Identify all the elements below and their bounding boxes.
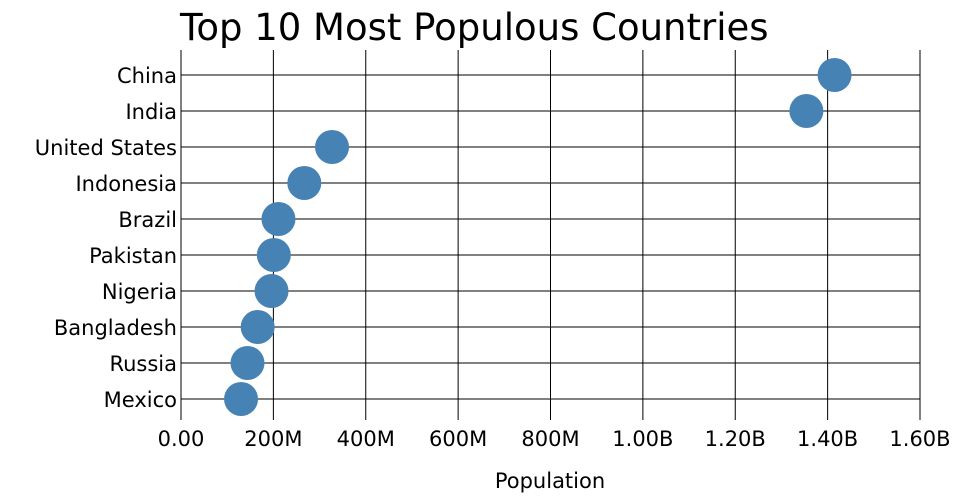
y-tick-label: Bangladesh [54, 316, 177, 340]
y-tick-label: United States [35, 136, 177, 160]
chart-title: Top 10 Most Populous Countries [179, 6, 769, 49]
x-tick-label: 800M [521, 427, 579, 451]
y-tick-label: Pakistan [89, 244, 177, 268]
y-tick-label: Indonesia [75, 172, 177, 196]
x-tick-label: 1.60B [889, 427, 950, 451]
y-tick-label: Mexico [104, 388, 177, 412]
y-axis-tick-labels: China India United States Indonesia Brazil Pa… [35, 64, 177, 412]
x-tick-label: 400M [337, 427, 395, 451]
x-tick-label: 0.00 [158, 427, 205, 451]
grid-layer [180, 50, 921, 420]
data-point [256, 238, 291, 272]
data-point [789, 94, 824, 128]
data-point [224, 382, 259, 416]
data-points [224, 58, 852, 416]
x-tick-label: 1.20B [705, 427, 766, 451]
x-tick-label: 200M [244, 427, 302, 451]
data-point [240, 310, 275, 344]
x-axis-label: Population [495, 469, 605, 493]
data-point [261, 202, 296, 236]
x-tick-label: 1.00B [612, 427, 673, 451]
y-tick-label: China [117, 64, 177, 88]
y-tick-label: Russia [109, 352, 177, 376]
y-tick-label: India [125, 100, 177, 124]
y-tick-label: Brazil [118, 208, 177, 232]
data-point [817, 58, 852, 92]
data-point [254, 274, 289, 308]
data-point [230, 346, 265, 380]
x-axis-tick-labels: 0.00 200M 400M 600M 800M 1.00B 1.20B 1.40B 1.60B [158, 427, 951, 451]
data-point [315, 130, 350, 164]
x-tick-label: 1.40B [797, 427, 858, 451]
x-tick-label: 600M [429, 427, 487, 451]
y-tick-label: Nigeria [102, 280, 177, 304]
data-point [287, 166, 322, 200]
